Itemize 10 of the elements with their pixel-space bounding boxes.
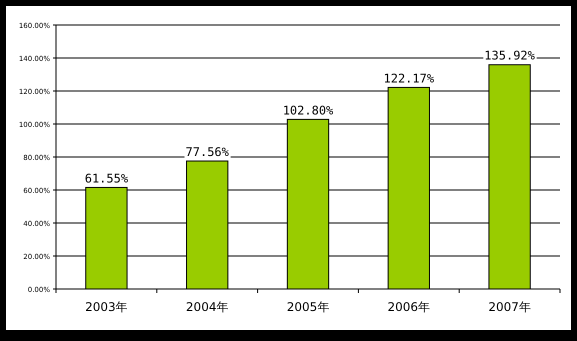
data-label: 122.17% [384, 71, 435, 86]
x-tick-label: 2003年 [85, 300, 128, 314]
x-tick-label: 2005年 [286, 300, 330, 314]
x-tick-label: 2004年 [186, 300, 228, 314]
data-label: 102.80% [282, 103, 334, 118]
data-label: 61.55% [84, 171, 129, 186]
x-tick-label: 2007年 [488, 300, 531, 314]
data-label: 77.56% [186, 145, 230, 160]
data-label: 135.92% [484, 48, 536, 63]
x-tick-label: 2006年 [388, 300, 430, 314]
